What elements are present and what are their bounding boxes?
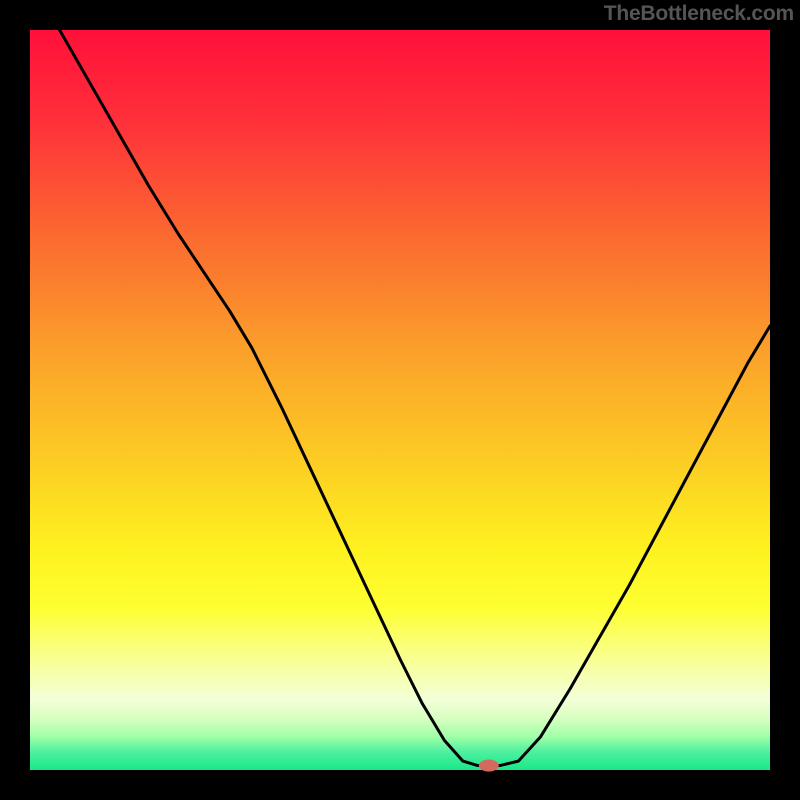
chart-container: TheBottleneck.com [0,0,800,800]
optimal-point-marker [479,760,499,772]
bottleneck-chart [0,0,800,800]
attribution-text: TheBottleneck.com [604,2,794,26]
